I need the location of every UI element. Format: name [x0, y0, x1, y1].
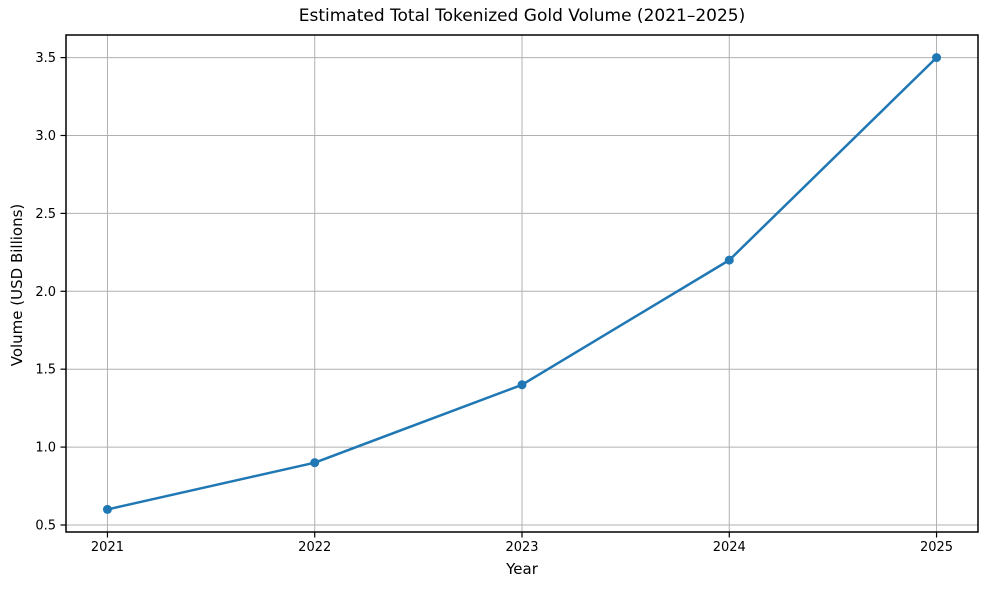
x-tick-label: 2024 [713, 540, 746, 555]
data-point [102, 504, 112, 514]
x-tick-label: 2023 [505, 540, 538, 555]
data-point [517, 380, 527, 390]
chart-title: Estimated Total Tokenized Gold Volume (2… [298, 6, 746, 26]
data-point [724, 255, 734, 265]
data-point [310, 458, 320, 468]
y-tick-label: 1.0 [35, 441, 56, 456]
x-tick-label: 2022 [298, 540, 331, 555]
y-tick-label: 2.5 [35, 207, 56, 222]
y-tick-label: 2.0 [35, 285, 56, 300]
y-axis-label: Volume (USD Billions) [8, 203, 26, 367]
x-axis-label: Year [506, 560, 538, 578]
x-tick-label: 2025 [920, 540, 953, 555]
y-tick-label: 3.5 [35, 51, 56, 66]
y-tick-label: 0.5 [35, 518, 56, 533]
x-tick-label: 2021 [91, 540, 124, 555]
y-tick-label: 3.0 [35, 129, 56, 144]
y-tick-label: 1.5 [35, 363, 56, 378]
data-point [932, 53, 942, 63]
